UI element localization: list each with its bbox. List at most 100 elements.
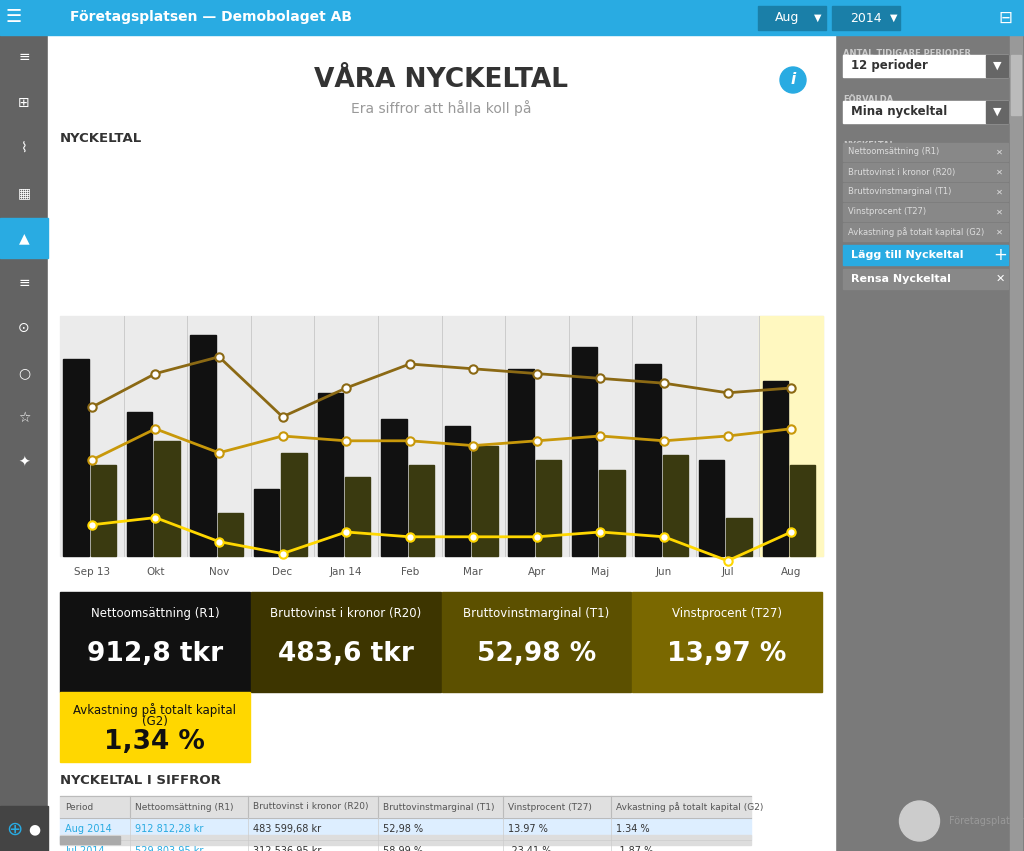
- Bar: [843, 101, 1008, 123]
- Text: ≡: ≡: [18, 276, 30, 290]
- Text: Aug: Aug: [781, 567, 802, 577]
- Text: Vinstprocent (T27): Vinstprocent (T27): [508, 802, 592, 812]
- Bar: [843, 163, 1008, 181]
- Text: ANTAL TIDIGARE PERIODER: ANTAL TIDIGARE PERIODER: [843, 49, 971, 58]
- Bar: [986, 101, 1008, 123]
- Bar: [190, 335, 216, 556]
- Text: ✕: ✕: [996, 208, 1002, 216]
- Text: NYCKELTAL I SIFFROR: NYCKELTAL I SIFFROR: [60, 774, 221, 786]
- Bar: [835, 35, 1024, 851]
- Bar: [831, 6, 900, 30]
- Text: ⊙: ⊙: [18, 321, 30, 335]
- Text: Bruttovinst i kronor (R20): Bruttovinst i kronor (R20): [848, 168, 955, 176]
- Text: FÖRVALDA: FÖRVALDA: [843, 94, 893, 104]
- Text: Aug 2014: Aug 2014: [65, 824, 112, 834]
- Bar: [472, 446, 498, 556]
- Text: ●: ●: [28, 822, 40, 836]
- Text: Rensa Nyckeltal: Rensa Nyckeltal: [851, 274, 951, 284]
- Bar: [345, 477, 371, 556]
- Text: 483,6 tkr: 483,6 tkr: [278, 641, 414, 667]
- Bar: [758, 6, 826, 30]
- Text: Okt: Okt: [146, 567, 165, 577]
- Text: NYCKELTAL:: NYCKELTAL:: [843, 140, 898, 150]
- Bar: [726, 517, 752, 556]
- Bar: [254, 488, 280, 556]
- Text: NYCKELTAL: NYCKELTAL: [60, 132, 142, 145]
- Text: 312 536,95 kr: 312 536,95 kr: [253, 846, 322, 851]
- Text: 912 812,28 kr: 912 812,28 kr: [135, 824, 204, 834]
- Text: Dec: Dec: [272, 567, 293, 577]
- Text: Feb: Feb: [400, 567, 419, 577]
- Bar: [536, 460, 561, 556]
- Text: 13,97 %: 13,97 %: [668, 641, 786, 667]
- Text: Bruttovinstmarginal (T1): Bruttovinstmarginal (T1): [463, 608, 609, 620]
- Bar: [218, 513, 244, 556]
- Text: Jul 2014: Jul 2014: [65, 846, 104, 851]
- Text: 52,98 %: 52,98 %: [383, 824, 423, 834]
- Bar: [763, 380, 788, 556]
- Bar: [571, 347, 597, 556]
- Circle shape: [899, 801, 939, 841]
- Text: Mar: Mar: [464, 567, 483, 577]
- Text: 1,34 %: 1,34 %: [104, 729, 206, 755]
- Bar: [60, 835, 751, 845]
- Bar: [0, 218, 48, 258]
- Bar: [843, 245, 1008, 265]
- Text: -1.87 %: -1.87 %: [616, 846, 653, 851]
- Bar: [599, 470, 625, 556]
- Text: Jun: Jun: [656, 567, 672, 577]
- Text: Bruttovinstmarginal (T1): Bruttovinstmarginal (T1): [383, 802, 495, 812]
- Text: 912,8 tkr: 912,8 tkr: [87, 641, 223, 667]
- Bar: [317, 393, 343, 556]
- Bar: [791, 465, 815, 556]
- Text: ✕: ✕: [996, 147, 1002, 157]
- Text: ⌇: ⌇: [20, 141, 28, 155]
- Text: ○: ○: [18, 366, 30, 380]
- Text: Avkastning på totalt kapital: Avkastning på totalt kapital: [74, 703, 237, 717]
- Text: Företagsplatsen: Företagsplatsen: [949, 816, 1024, 826]
- Text: ✕: ✕: [995, 274, 1005, 284]
- Bar: [381, 420, 407, 556]
- Text: Nettoomsättning (R1): Nettoomsättning (R1): [848, 147, 939, 157]
- Text: ☆: ☆: [17, 411, 31, 425]
- Bar: [0, 35, 48, 851]
- Bar: [760, 316, 823, 556]
- Text: ▼: ▼: [890, 13, 897, 23]
- Text: 58,99 %: 58,99 %: [383, 846, 423, 851]
- Bar: [843, 203, 1008, 221]
- Text: Maj: Maj: [591, 567, 609, 577]
- Text: Nettoomsättning (R1): Nettoomsättning (R1): [90, 608, 219, 620]
- Text: ⊕: ⊕: [6, 820, 23, 838]
- Text: i: i: [791, 72, 796, 88]
- Bar: [508, 368, 534, 556]
- Bar: [636, 364, 660, 556]
- Bar: [90, 465, 116, 556]
- Circle shape: [780, 67, 806, 93]
- Bar: [282, 453, 307, 556]
- Bar: [0, 0, 1024, 35]
- Text: Avkastning på totalt kapital (G2): Avkastning på totalt kapital (G2): [848, 227, 984, 237]
- Bar: [986, 55, 1008, 77]
- Text: Mina nyckeltal: Mina nyckeltal: [851, 106, 947, 118]
- Text: ▼: ▼: [992, 107, 1001, 117]
- Text: Bruttovinst i kronor (R20): Bruttovinst i kronor (R20): [270, 608, 421, 620]
- Text: 483 599,68 kr: 483 599,68 kr: [253, 824, 322, 834]
- Text: Apr: Apr: [527, 567, 546, 577]
- Bar: [60, 796, 751, 818]
- Bar: [843, 269, 1008, 289]
- Text: Lägg till Nyckeltal: Lägg till Nyckeltal: [851, 250, 964, 260]
- Text: Nov: Nov: [209, 567, 229, 577]
- Text: Aug: Aug: [775, 12, 800, 25]
- Bar: [60, 836, 120, 844]
- Bar: [1010, 35, 1022, 851]
- Text: ✕: ✕: [996, 168, 1002, 176]
- Text: Vinstprocent (T27): Vinstprocent (T27): [672, 608, 782, 620]
- Text: 1.34 %: 1.34 %: [616, 824, 649, 834]
- Text: ▲: ▲: [18, 231, 30, 245]
- Text: ≡: ≡: [18, 50, 30, 64]
- Text: Era siffror att hålla koll på: Era siffror att hålla koll på: [351, 100, 531, 116]
- Bar: [0, 806, 48, 851]
- Text: -23.41 %: -23.41 %: [508, 846, 551, 851]
- Bar: [444, 426, 470, 556]
- Bar: [632, 592, 822, 692]
